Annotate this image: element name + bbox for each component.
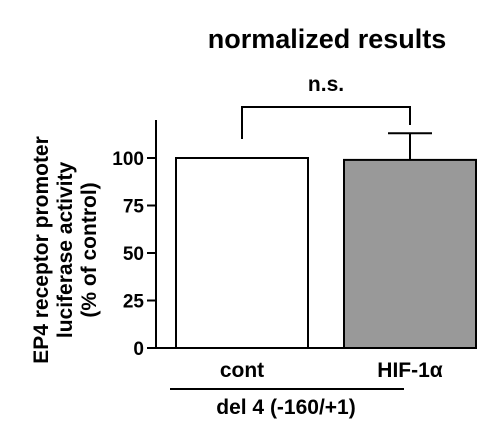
y-axis-ticks: 0 25 50 75 100 bbox=[112, 149, 156, 360]
bar-1 bbox=[175, 157, 309, 349]
category-label-2: HIF-1α bbox=[377, 359, 443, 382]
y-axis-label: EP4 receptor promoter luciferase activit… bbox=[30, 136, 101, 364]
category-label-1: cont bbox=[220, 359, 264, 382]
y-tick-label-100: 100 bbox=[112, 149, 144, 170]
bar-2 bbox=[343, 158, 477, 349]
chart-title: normalized results bbox=[208, 24, 447, 54]
category-labels: cont HIF-1α bbox=[220, 359, 443, 382]
significance-label: n.s. bbox=[308, 73, 344, 96]
y-axis-label-line-2: luciferase activity bbox=[54, 162, 77, 339]
y-axis-label-line-3: (% of control) bbox=[78, 182, 101, 317]
significance-bracket bbox=[241, 106, 411, 139]
group-label: del 4 (-160/+1) bbox=[216, 396, 355, 419]
y-axis-label-line-1: EP4 receptor promoter bbox=[30, 136, 53, 364]
y-tick-label-50: 50 bbox=[123, 244, 144, 265]
y-tick-label-0: 0 bbox=[133, 339, 144, 360]
y-tick-label-25: 25 bbox=[123, 292, 145, 313]
y-tick-label-75: 75 bbox=[123, 197, 145, 218]
bars bbox=[175, 132, 477, 349]
